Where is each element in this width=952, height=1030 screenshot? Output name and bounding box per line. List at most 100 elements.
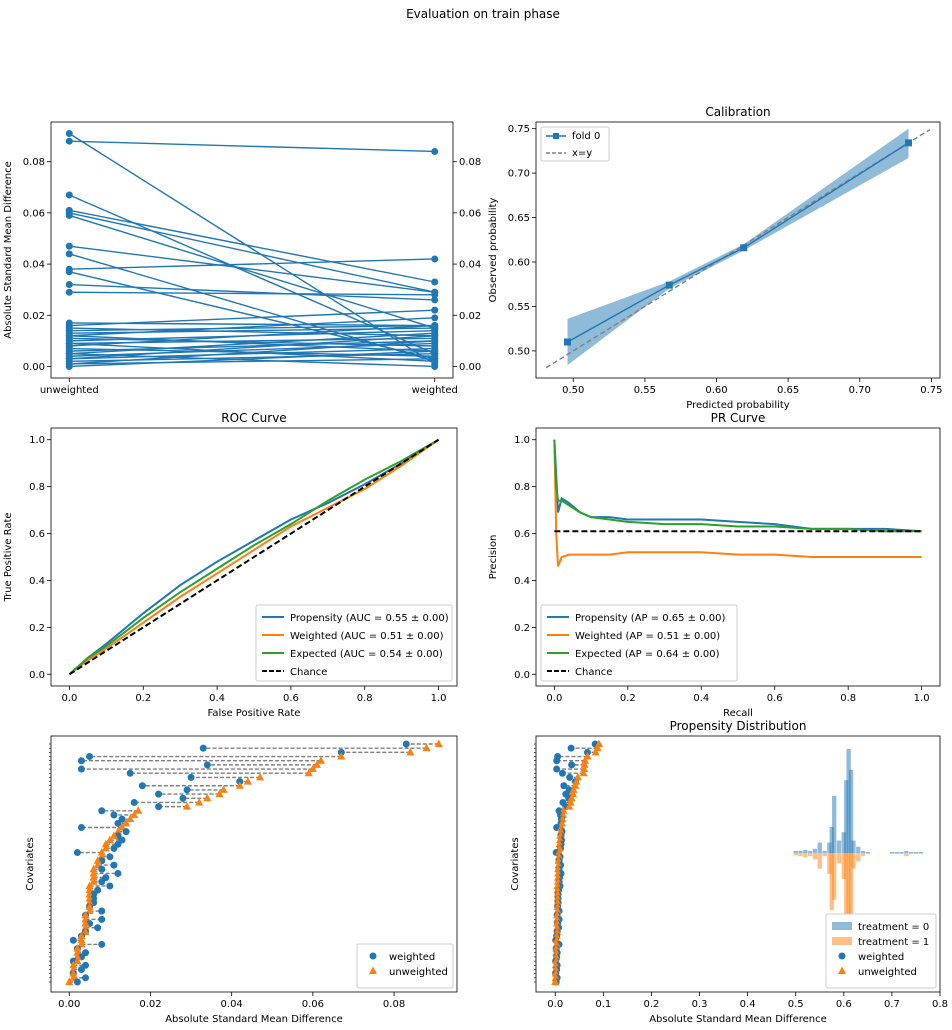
weighted-point <box>98 865 106 873</box>
y-tick-label: 0.6 <box>514 529 530 540</box>
slope-line <box>68 194 436 355</box>
slope-line <box>69 347 435 360</box>
slope-line <box>69 327 435 334</box>
unweighted-point <box>85 906 94 915</box>
series-line <box>68 438 440 676</box>
weighted-point <box>560 782 568 790</box>
hist-bar-treatment-1 <box>904 853 909 857</box>
slope-line <box>69 340 435 352</box>
x-tick-label: 0.75 <box>920 385 942 396</box>
unweighted-point <box>77 939 86 948</box>
slope-line <box>69 245 435 293</box>
slope-line <box>69 340 435 365</box>
x-tick-label: 0.0 <box>62 693 78 704</box>
series-line <box>553 439 922 533</box>
legend-box <box>356 943 454 989</box>
x-tick-label: 0.55 <box>634 385 656 396</box>
legend-marker <box>838 952 846 960</box>
x-tick-label: 0.04 <box>221 999 243 1010</box>
hist-bar-treatment-1 <box>812 853 818 860</box>
unweighted-point <box>134 806 143 814</box>
unweighted-point <box>308 764 317 773</box>
slope-point <box>431 314 439 322</box>
unweighted-point <box>73 944 82 952</box>
slope-point <box>65 191 73 199</box>
x-tick-label: 0.3 <box>692 999 708 1010</box>
axes-frame <box>535 427 941 687</box>
hist-bar-treatment-0 <box>848 769 854 853</box>
hist-bar-treatment-0 <box>856 846 861 853</box>
hist-bar-treatment-0 <box>899 851 904 853</box>
calibration-marker <box>740 244 748 252</box>
slope-point <box>65 242 73 250</box>
weighted-point <box>77 757 85 765</box>
calibration-chart: 0.50 0.55 0.60 0.65 0.70 0.75 0.50 0.55 0.60 0.65… <box>488 105 943 411</box>
calibration-marker <box>665 281 673 289</box>
x-tick-label: 0.8 <box>357 693 373 704</box>
hist-bar-treatment-0 <box>836 840 842 853</box>
slope-point <box>431 332 439 340</box>
slope-point <box>431 324 439 332</box>
weighted-point <box>183 786 191 794</box>
x-tick-label: 0.2 <box>643 999 659 1010</box>
hist-bar-treatment-1 <box>827 853 832 874</box>
slope-point <box>65 360 73 368</box>
y-tick-label: 0.75 <box>508 124 530 135</box>
slope-point <box>431 147 439 155</box>
hist-bar-treatment-1 <box>829 853 834 911</box>
hist-bar-treatment-1 <box>865 853 871 855</box>
x-axis-label: Recall <box>723 708 753 719</box>
y-tick-label-right: 0.06 <box>459 208 481 219</box>
x-axis-label: False Positive Rate <box>208 708 301 719</box>
weighted-point <box>402 740 410 748</box>
unweighted-point <box>219 785 228 793</box>
legend-box <box>825 913 937 989</box>
weighted-point <box>106 882 114 890</box>
y-tick-label: 0.04 <box>23 260 45 271</box>
series-line <box>553 439 922 533</box>
unweighted-point <box>93 856 102 864</box>
hist-bar-treatment-1 <box>899 853 904 855</box>
calibration-line <box>567 142 909 343</box>
x-tick-label: 0.65 <box>777 385 799 396</box>
x-tick-label: 1.0 <box>431 693 447 704</box>
unweighted-point <box>195 797 204 806</box>
x-tick-label: unweighted <box>40 385 99 396</box>
unweighted-point <box>85 885 94 894</box>
y-axis-label: Observed probability <box>488 198 499 303</box>
slope-line <box>69 209 435 283</box>
weighted-point <box>110 811 118 819</box>
y-tick-label: 0.02 <box>23 311 45 322</box>
weighted-point <box>77 965 85 973</box>
legend-label: Chance <box>290 667 327 678</box>
x-tick-label: 0.50 <box>562 385 584 396</box>
hist-bar-treatment-0 <box>889 851 895 853</box>
unweighted-point <box>422 743 431 752</box>
y-tick-label: 0.0 <box>29 670 45 681</box>
unweighted-point <box>572 777 581 785</box>
slope-point <box>431 278 439 286</box>
hist-bar-treatment-0 <box>812 848 818 853</box>
hist-bar-treatment-0 <box>908 851 914 853</box>
hist-bar-treatment-0 <box>851 840 856 853</box>
hist-bar-treatment-0 <box>817 842 822 853</box>
weighted-point <box>553 757 561 765</box>
x-tick-label: 0.4 <box>693 693 709 704</box>
y-tick-label: 0.2 <box>514 623 530 634</box>
weighted-point <box>179 794 187 802</box>
legend-swatch <box>832 937 852 945</box>
legend-swatch <box>832 922 852 930</box>
unweighted-point <box>337 752 346 760</box>
series-line <box>68 438 440 676</box>
legend-label: Weighted (AP = 0.51 ± 0.00) <box>575 631 720 642</box>
weighted-point <box>126 769 134 777</box>
hist-bar-treatment-1 <box>841 853 846 879</box>
unweighted-point <box>591 747 600 756</box>
unweighted-point <box>65 977 74 985</box>
legend-marker <box>369 952 377 960</box>
unweighted-point <box>69 969 78 977</box>
weighted-point <box>77 824 85 832</box>
slope-point <box>65 211 73 219</box>
hist-bar-treatment-1 <box>856 853 861 862</box>
x-tick-label: 0.2 <box>135 693 151 704</box>
